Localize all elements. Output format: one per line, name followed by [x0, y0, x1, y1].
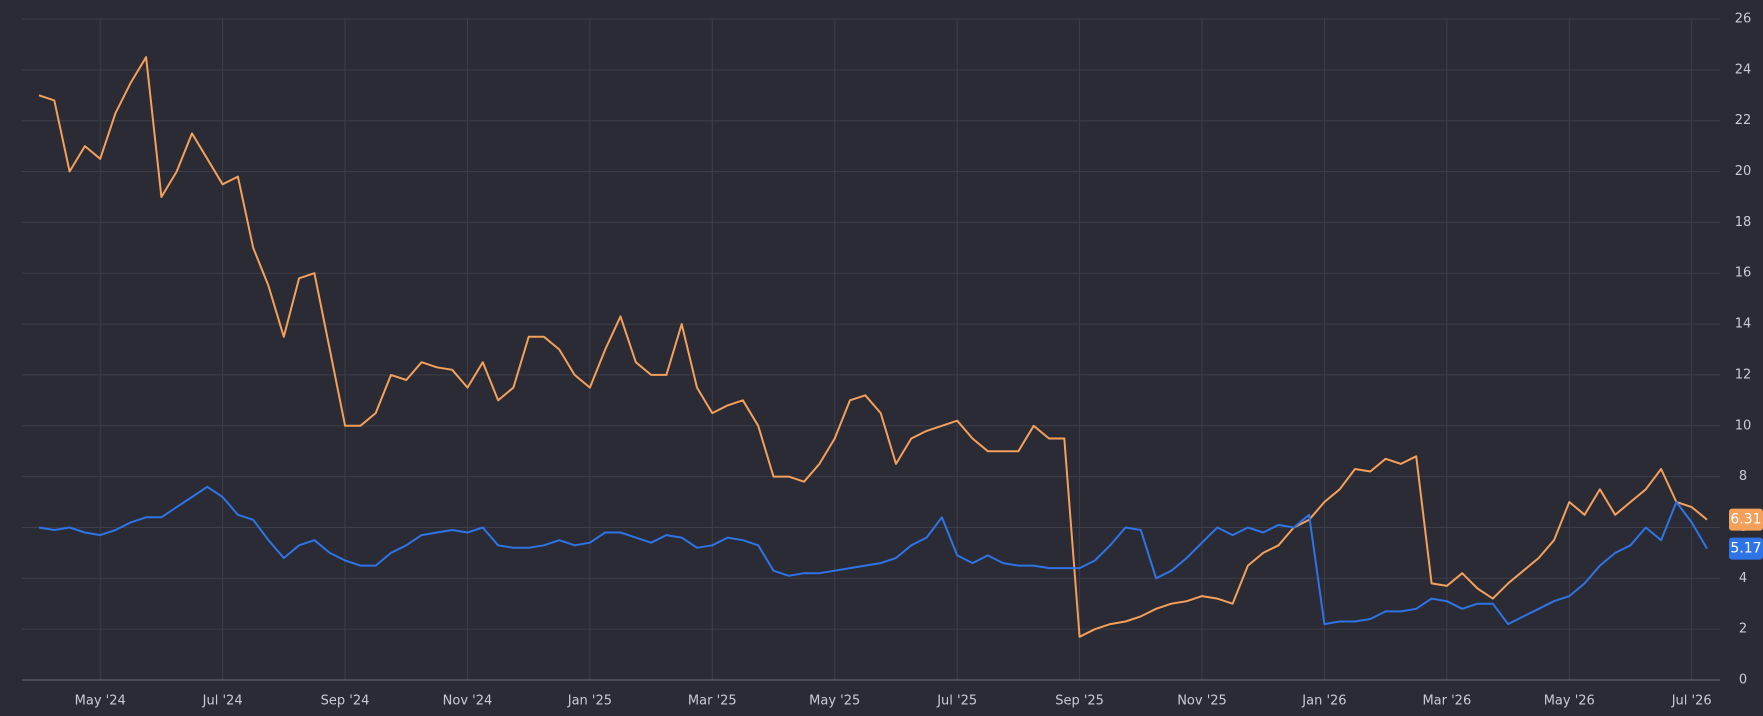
y-tick-label: 2	[1739, 622, 1747, 637]
x-tick-label: Jul '26	[1671, 694, 1712, 709]
x-tick-label: Nov '24	[443, 694, 493, 709]
y-tick-label: 20	[1735, 164, 1752, 179]
x-tick-label: Mar '25	[688, 694, 737, 709]
y-tick-label: 26	[1735, 12, 1752, 27]
last-value-label: 5.17	[1730, 541, 1761, 557]
x-tick-label: Jul '24	[202, 694, 243, 709]
x-tick-label: Jan '25	[567, 694, 612, 709]
x-tick-label: Mar '26	[1422, 694, 1471, 709]
y-tick-label: 0	[1739, 673, 1747, 688]
y-tick-label: 22	[1735, 113, 1752, 128]
last-value-badge	[1729, 508, 1763, 531]
x-tick-label: Nov '25	[1177, 694, 1227, 709]
last-value-label: 6.31	[1730, 512, 1761, 528]
y-tick-label: 14	[1735, 317, 1752, 332]
y-tick-label: 16	[1735, 266, 1752, 281]
y-tick-label: 10	[1735, 418, 1752, 433]
y-tick-label: 12	[1735, 367, 1752, 382]
x-tick-label: Jan '26	[1301, 694, 1346, 709]
y-tick-label: 24	[1735, 62, 1752, 77]
x-tick-label: Jul '25	[936, 694, 977, 709]
x-tick-label: May '26	[1544, 694, 1595, 709]
x-tick-label: May '24	[75, 694, 126, 709]
y-tick-label: 8	[1739, 469, 1747, 484]
x-tick-label: Sep '24	[321, 694, 370, 709]
last-value-badge	[1729, 537, 1763, 560]
x-tick-label: Sep '25	[1055, 694, 1104, 709]
y-tick-label: 18	[1735, 215, 1752, 230]
x-tick-label: May '25	[809, 694, 860, 709]
series-line	[38, 56, 1708, 638]
series-line	[38, 485, 1708, 626]
y-tick-label: 4	[1739, 571, 1747, 586]
